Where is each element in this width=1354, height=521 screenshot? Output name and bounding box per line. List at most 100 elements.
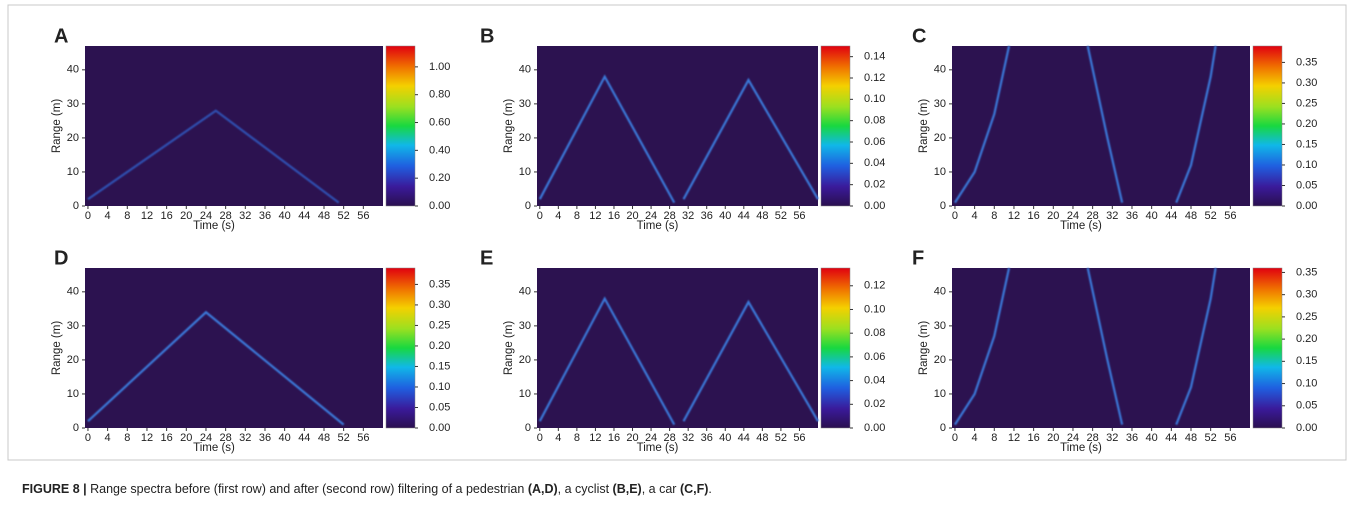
colorbar-tick-label: 0.40 [429, 144, 450, 156]
plot-area [952, 268, 1250, 428]
y-tick-label: 40 [67, 64, 79, 76]
x-tick-label: 52 [338, 432, 350, 444]
x-axis-label: Time (s) [637, 220, 679, 232]
y-tick-label: 30 [934, 98, 946, 110]
caption-part: , a cyclist [557, 482, 613, 496]
x-tick-label: 36 [259, 432, 271, 444]
x-tick-label: 36 [701, 432, 713, 444]
y-tick-label: 10 [519, 388, 531, 400]
colorbar-tick-label: 0.25 [429, 319, 450, 331]
colorbar [820, 267, 851, 429]
colorbar-tick-label: 0.25 [1296, 311, 1317, 323]
caption-part: (B,E) [612, 482, 642, 496]
colorbar-tick-label: 0.00 [1296, 422, 1317, 434]
colorbar-tick-label: 0.05 [1296, 179, 1317, 191]
x-tick-label: 8 [124, 210, 130, 222]
x-axis-label: Time (s) [1060, 220, 1102, 232]
y-tick-label: 0 [525, 200, 531, 212]
x-tick-label: 32 [239, 432, 251, 444]
intensity-track [682, 299, 819, 422]
y-tick-label: 20 [934, 132, 946, 144]
colorbar-tick-label: 0.35 [1296, 56, 1317, 68]
x-tick-label: 28 [663, 210, 675, 222]
x-tick-label: 20 [180, 432, 192, 444]
y-tick-label: 10 [934, 388, 946, 400]
x-tick-label: 24 [645, 210, 657, 222]
x-tick-label: 40 [1146, 210, 1158, 222]
colorbar-tick-label: 0.00 [864, 200, 885, 212]
y-tick-label: 20 [519, 354, 531, 366]
plot-area [537, 46, 818, 206]
x-tick-label: 16 [161, 432, 173, 444]
colorbar-tick-label: 0.02 [864, 398, 885, 410]
figure-frame [7, 4, 1347, 461]
x-tick-label: 36 [1126, 432, 1138, 444]
panel-label: F [912, 247, 924, 269]
x-tick-label: 56 [357, 210, 369, 222]
x-tick-label: 4 [105, 210, 111, 222]
plot-area [85, 268, 383, 428]
x-tick-label: 8 [574, 432, 580, 444]
colorbar-tick-label: 0.10 [864, 93, 885, 105]
x-tick-label: 28 [663, 432, 675, 444]
y-axis-label: Range (m) [503, 99, 515, 153]
plot-area [952, 46, 1250, 206]
x-tick-label: 48 [756, 210, 768, 222]
colorbar-tick-label: 0.15 [1296, 138, 1317, 150]
x-tick-label: 24 [200, 432, 212, 444]
x-tick-label: 20 [626, 210, 638, 222]
y-tick-label: 30 [519, 98, 531, 110]
colorbar-tick-label: 0.30 [1296, 289, 1317, 301]
x-tick-label: 24 [1067, 210, 1079, 222]
colorbar-tick-label: 0.20 [1296, 333, 1317, 345]
colorbar [385, 267, 416, 429]
x-tick-label: 48 [756, 432, 768, 444]
y-tick-label: 10 [519, 166, 531, 178]
x-tick-label: 16 [608, 432, 620, 444]
colorbar-tick-label: 0.60 [429, 116, 450, 128]
intensity-track [87, 310, 345, 426]
colorbar-tick-label: 0.20 [429, 172, 450, 184]
colorbar-tick-label: 0.08 [864, 115, 885, 127]
y-tick-label: 40 [519, 286, 531, 298]
colorbar-tick-label: 0.00 [429, 422, 450, 434]
x-tick-label: 16 [161, 210, 173, 222]
intensity-track [538, 296, 676, 426]
x-tick-label: 16 [1028, 210, 1040, 222]
x-tick-label: 8 [991, 210, 997, 222]
intensity-track [1175, 45, 1217, 203]
colorbar-tick-label: 0.15 [1296, 355, 1317, 367]
panel-label: D [54, 247, 68, 269]
plot-area [85, 46, 383, 206]
caption-part: Range spectra before (first row) and aft… [86, 482, 528, 496]
x-tick-label: 20 [1047, 432, 1059, 444]
colorbar-tick-label: 0.30 [1296, 77, 1317, 89]
colorbar-tick-label: 0.02 [864, 179, 885, 191]
intensity-track [1175, 267, 1217, 425]
colorbar-tick-label: 0.80 [429, 89, 450, 101]
colorbar-tick-label: 0.20 [1296, 118, 1317, 130]
x-tick-label: 36 [259, 210, 271, 222]
x-tick-label: 24 [645, 432, 657, 444]
panel-label: A [54, 25, 68, 47]
x-axis-label: Time (s) [637, 442, 679, 454]
intensity-track [954, 267, 1011, 426]
x-tick-label: 32 [682, 210, 694, 222]
panel-label: C [912, 25, 926, 47]
colorbar-tick-label: 0.00 [864, 422, 885, 434]
intensity-track [682, 77, 819, 200]
x-tick-label: 40 [719, 432, 731, 444]
colorbar-tick-label: 0.14 [864, 51, 885, 63]
y-tick-label: 0 [73, 422, 79, 434]
y-tick-label: 30 [934, 320, 946, 332]
colorbar-tick-label: 0.10 [429, 381, 450, 393]
x-tick-label: 32 [1106, 210, 1118, 222]
x-tick-label: 20 [626, 432, 638, 444]
y-tick-label: 20 [67, 354, 79, 366]
x-tick-label: 8 [991, 432, 997, 444]
x-tick-label: 12 [1008, 432, 1020, 444]
colorbar-tick-label: 0.20 [429, 340, 450, 352]
intensity-track [954, 45, 1011, 204]
x-tick-label: 0 [537, 432, 543, 444]
y-tick-label: 20 [67, 132, 79, 144]
